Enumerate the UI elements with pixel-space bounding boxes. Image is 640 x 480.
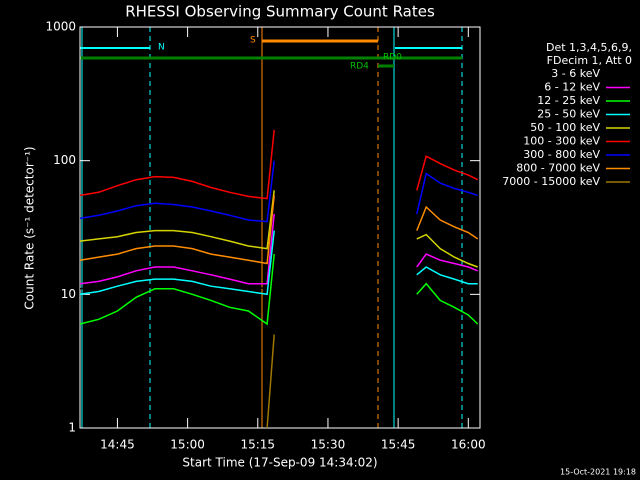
flags <box>80 27 463 428</box>
series-line <box>79 213 478 285</box>
legend-label: 6 - 12 keV <box>544 81 600 94</box>
series-line <box>79 129 479 200</box>
legend-label: 100 - 300 keV <box>523 135 600 148</box>
x-tick-label: 15:30 <box>311 438 346 452</box>
x-axis-label: Start Time (17-Sep-09 14:34:02) <box>182 456 377 470</box>
legend-label: 800 - 7000 keV <box>516 162 600 175</box>
series-line <box>266 334 275 429</box>
series-line <box>79 190 478 268</box>
footer: 15-Oct-2021 19:18 <box>560 468 636 477</box>
legend-title: Det 1,3,4,5,6,9, <box>546 41 632 54</box>
annotation: N <box>158 43 165 53</box>
y-tick-label: 100 <box>53 153 76 167</box>
y-tick-label: 1000 <box>45 20 76 34</box>
x-tick-label: 15:45 <box>381 438 416 452</box>
legend-label: 25 - 50 keV <box>537 108 600 121</box>
legend-label: 300 - 800 keV <box>523 148 600 161</box>
x-tick-label: 14:45 <box>100 438 135 452</box>
series-line <box>79 195 479 265</box>
annotation: RD0 <box>383 53 402 63</box>
y-tick-label: 10 <box>61 287 76 301</box>
x-tick-label: 16:00 <box>451 438 486 452</box>
legend-label: 50 - 100 keV <box>530 121 600 134</box>
y-tick-label: 1 <box>68 421 76 435</box>
x-tick-label: 15:00 <box>170 438 205 452</box>
x-tick-label: 15:15 <box>240 438 275 452</box>
series-line <box>79 160 478 223</box>
annotation: RD4 <box>350 62 369 72</box>
legend-label: 7000 - 15000 keV <box>502 175 600 188</box>
series-line <box>79 230 478 296</box>
legend-title: FDecim 1, Att 0 <box>547 54 632 67</box>
legend-label: 12 - 25 keV <box>537 94 600 107</box>
legend-label: 3 - 6 keV <box>551 67 600 80</box>
y-axis-label: Count Rate (s⁻¹ detector⁻¹) <box>23 146 37 309</box>
chart-title: RHESSI Observing Summary Count Rates <box>125 3 435 21</box>
plot-frame <box>79 26 481 429</box>
series-line <box>79 254 479 326</box>
annotation: S <box>250 36 256 46</box>
